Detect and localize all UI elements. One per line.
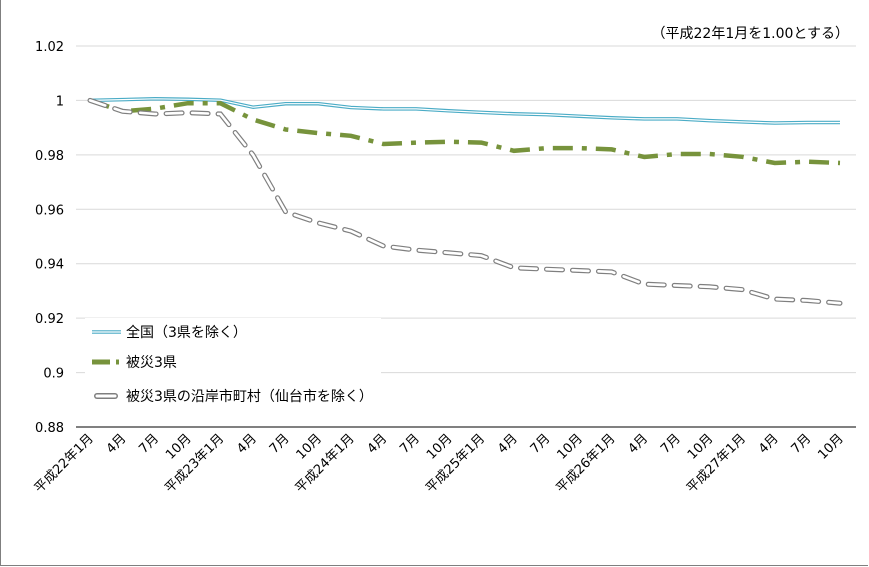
- y-tick-label: 0.92: [35, 312, 64, 327]
- data-point: [187, 112, 189, 114]
- data-point: [252, 119, 254, 121]
- data-point: [546, 147, 548, 149]
- data-point: [317, 132, 319, 134]
- y-tick-label: 0.9: [43, 367, 64, 382]
- legend-label: 全国（3県を除く）: [126, 324, 247, 341]
- series-engan-line: [87, 97, 843, 306]
- data-point: [448, 141, 450, 143]
- x-tick-label: 平成22年1月: [32, 431, 97, 496]
- x-tick-label: 7月: [267, 431, 293, 457]
- y-tick-label: 0.96: [35, 203, 64, 218]
- data-point: [578, 147, 580, 149]
- y-tick-label: 1: [56, 94, 64, 109]
- legend-item-zenkoku: 全国（3県を除く）: [92, 324, 247, 341]
- x-tick-label: 平成25年1月: [423, 431, 488, 496]
- data-point: [513, 267, 515, 269]
- series-engan-line-inner: [88, 99, 842, 305]
- x-tick-label: 7月: [397, 431, 423, 457]
- series-zenkoku-line-inner: [89, 98, 840, 124]
- legend-label: 被災3県の沿岸市町村（仙台市を除く）: [126, 388, 373, 405]
- x-tick-label: 7月: [136, 431, 162, 457]
- x-tick-label: 平成24年1月: [293, 431, 358, 496]
- x-tick-label: 4月: [365, 431, 391, 457]
- y-tick-label: 0.88: [35, 421, 64, 436]
- x-tick-label: 4月: [104, 431, 130, 457]
- data-point: [807, 161, 809, 163]
- legend-label: 被災3県: [126, 355, 177, 371]
- series-lines: [87, 97, 843, 306]
- x-tick-label: 10月: [815, 431, 846, 462]
- x-tick-label: 平成23年1月: [162, 431, 227, 496]
- x-tick-label: 平成27年1月: [684, 431, 749, 496]
- chart-note: （平成22年1月を1.00とする）: [652, 26, 849, 42]
- data-point: [644, 283, 646, 285]
- legend-item-hisai3ken: 被災3県: [92, 355, 177, 371]
- x-tick-label: 4月: [495, 431, 521, 457]
- legend-backdrop: [85, 318, 381, 414]
- x-tick-label: 7月: [789, 431, 815, 457]
- y-tick-label: 0.98: [35, 149, 64, 164]
- data-point: [154, 108, 156, 110]
- x-tick-label: 7月: [528, 431, 554, 457]
- y-tick-label: 1.02: [35, 40, 64, 55]
- series-hisai3ken-line: [89, 98, 841, 166]
- x-tick-label: 7月: [658, 431, 684, 457]
- y-tick-label: 0.94: [35, 258, 64, 273]
- x-tick-label: 4月: [626, 431, 652, 457]
- x-tick-label: 4月: [234, 431, 260, 457]
- legend-item-engan: 被災3県の沿岸市町村（仙台市を除く）: [94, 388, 373, 405]
- x-tick-label: 4月: [756, 431, 782, 457]
- y-axis-tick-labels: 0.88 0.9 0.92 0.94 0.96 0.98 1 1.02: [35, 40, 64, 436]
- x-tick-label: 平成26年1月: [554, 431, 619, 496]
